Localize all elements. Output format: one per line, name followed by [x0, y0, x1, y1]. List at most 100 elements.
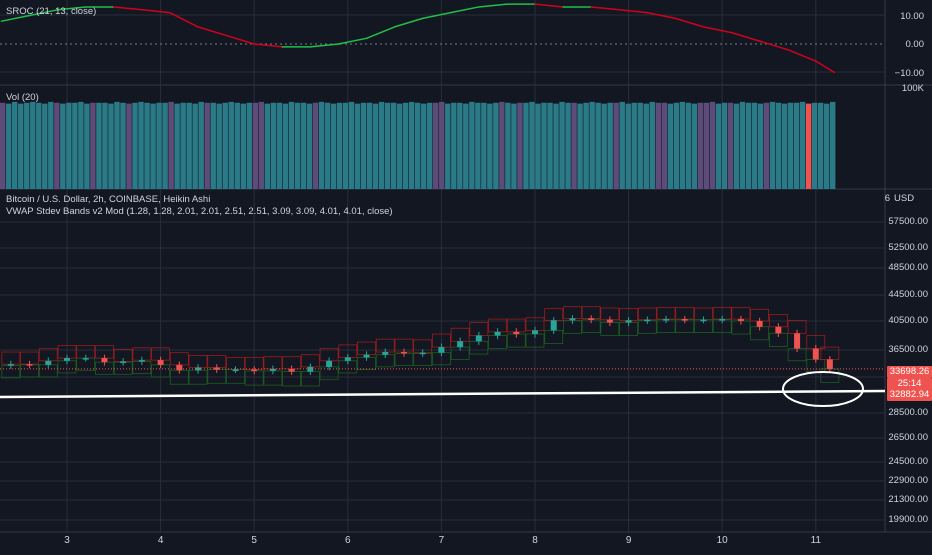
price-axis-label: 26500.00 — [888, 432, 928, 443]
candle-body — [64, 358, 70, 361]
volume-bar — [583, 102, 589, 189]
time-axis-label: 3 — [64, 535, 70, 546]
volume-bar — [793, 102, 800, 189]
volume-bar — [607, 102, 613, 189]
volume-bar — [132, 102, 138, 189]
volume-bar — [306, 103, 313, 189]
volume-bar — [469, 101, 475, 189]
support-trendline — [0, 389, 886, 399]
volume-bar — [126, 103, 132, 189]
volume-bar — [114, 101, 120, 189]
volume-bar — [402, 102, 409, 189]
price-axis-label: 48500.00 — [888, 262, 928, 273]
volume-bar — [421, 103, 427, 189]
candle-body — [232, 369, 239, 372]
price-axis-top-label: 6 — [884, 193, 890, 204]
candle-body — [120, 361, 127, 363]
sroc-line-segment — [758, 40, 789, 51]
volume-bar — [721, 102, 728, 189]
sroc-line-segment — [421, 11, 452, 20]
volume-bar — [601, 103, 607, 189]
volume-bar — [198, 101, 204, 189]
candle-body — [157, 360, 164, 365]
volume-title: Vol (20) — [6, 92, 39, 103]
volume-bar — [156, 102, 162, 189]
volume-bar — [360, 102, 367, 189]
volume-bar — [661, 102, 667, 189]
price-axis-label: 57500.00 — [888, 216, 928, 227]
price-axis-label: 52500.00 — [888, 242, 928, 253]
sroc-line-segment — [28, 9, 59, 17]
candle-body — [812, 348, 819, 360]
volume-bar — [451, 102, 457, 189]
volume-bar — [823, 103, 830, 189]
volume-bar — [571, 102, 577, 189]
volume-bar — [102, 102, 108, 189]
volume-axis-label: 100K — [901, 83, 924, 94]
volume-bar — [42, 103, 48, 189]
sroc-line-segment — [365, 26, 396, 40]
volume-bar — [697, 102, 704, 189]
sroc-axis-label: 10.00 — [900, 11, 924, 22]
volume-bar — [36, 102, 42, 189]
sroc-line-segment — [618, 9, 649, 14]
sroc-title: SROC (21, 13, close) — [6, 6, 97, 17]
volume-bar — [240, 103, 246, 189]
volume-bar — [0, 102, 6, 189]
candle-body — [700, 319, 707, 322]
volume-bar — [408, 101, 415, 189]
volume-bar — [120, 102, 126, 189]
candle-body — [307, 366, 314, 372]
candle-body — [532, 330, 538, 335]
candle-body — [794, 333, 801, 349]
sroc-line-segment — [169, 11, 199, 28]
volume-bar — [60, 103, 66, 189]
volume-bar — [150, 103, 156, 189]
time-axis-label: 5 — [251, 535, 257, 546]
volume-bar — [372, 103, 379, 189]
candle-body — [45, 360, 52, 365]
volume-bar — [228, 101, 234, 189]
volume-bar — [619, 101, 625, 189]
volume-bar — [499, 101, 505, 189]
volume-bar — [204, 102, 210, 189]
volume-bar — [336, 102, 343, 189]
time-axis-label: 9 — [625, 535, 632, 546]
volume-bar — [739, 101, 746, 189]
sroc-line-segment — [674, 17, 705, 28]
volume-bar — [655, 102, 661, 189]
price-axis-label: 21300.00 — [888, 494, 928, 505]
volume-bar — [535, 103, 541, 189]
volume-bar — [192, 103, 198, 189]
candle-body — [400, 352, 407, 354]
volume-bar — [174, 103, 180, 189]
price-axis-label: 22900.00 — [888, 475, 928, 486]
candle-body — [26, 364, 33, 366]
volume-bar — [445, 103, 451, 189]
sroc-line-segment — [197, 26, 227, 37]
volume-bar — [799, 101, 806, 189]
candle-body — [438, 347, 445, 353]
volume-bar — [715, 103, 722, 189]
candle-body — [344, 357, 351, 361]
sroc-line-segment — [113, 6, 143, 11]
volume-bar — [829, 101, 836, 189]
volume-bar — [517, 102, 523, 189]
volume-bar — [234, 102, 240, 189]
time-axis-label: 8 — [532, 535, 538, 546]
volume-bar — [318, 101, 325, 189]
candle-body — [326, 360, 333, 367]
volume-bar — [246, 102, 253, 189]
sroc-line-segment — [253, 43, 284, 48]
price-axis-label: 28500.00 — [888, 407, 928, 418]
volume-bar — [48, 101, 54, 189]
candle-body — [101, 358, 108, 363]
volume-bar — [481, 102, 487, 189]
currency-label[interactable]: USD — [894, 193, 915, 204]
volume-bar — [757, 103, 764, 189]
volume-bar — [108, 103, 114, 189]
sroc-line-segment — [337, 37, 368, 45]
volume-bar — [66, 102, 72, 189]
candle-body — [457, 341, 464, 348]
volume-bar — [30, 101, 36, 189]
